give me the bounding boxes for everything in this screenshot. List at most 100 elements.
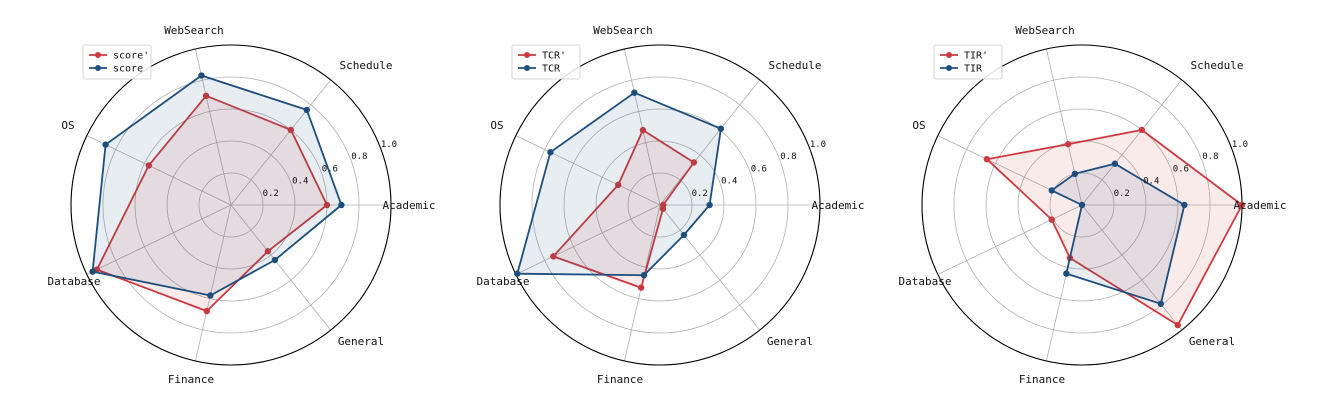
grid-spoke (1046, 48, 1083, 206)
grid-spoke (230, 79, 332, 206)
series-area (552, 129, 695, 289)
legend-marker (95, 65, 101, 71)
category-label: Schedule (340, 59, 393, 72)
data-point (690, 159, 698, 166)
legend-marker (524, 52, 530, 58)
series-area (1050, 162, 1186, 305)
category-label: Academic (812, 199, 865, 212)
category-label: WebSearch (593, 24, 653, 37)
grid-spoke (86, 135, 232, 206)
category-label: Academic (383, 199, 436, 212)
radar-chart-2: 0.2 0.4 0.6 0.8 1.0 Academic Schedule WebSearch… (477, 24, 865, 386)
data-point (631, 89, 638, 96)
category-label: Finance (168, 373, 214, 386)
grid-spoke (86, 204, 232, 275)
data-point (303, 106, 311, 114)
grid-spoke (195, 204, 232, 362)
category-label: Academic (1234, 199, 1287, 212)
radial-tick-label: 0.2 (263, 189, 279, 199)
category-label: General (767, 335, 813, 348)
grid-spoke (1081, 204, 1183, 331)
series-area (91, 74, 343, 297)
legend: TCR' TCR (511, 44, 581, 80)
radial-tick-label: 0.4 (292, 177, 308, 187)
radial-tick-label: 0.4 (1143, 177, 1159, 187)
legend-label: TCR' (542, 51, 566, 62)
radial-tick-label: 0.2 (1114, 189, 1130, 199)
radial-tick-label: 0.8 (1202, 152, 1218, 162)
radar-frame (499, 44, 821, 366)
data-point (89, 268, 96, 275)
data-point (287, 126, 295, 134)
category-label: General (1189, 335, 1235, 348)
data-point (145, 162, 153, 169)
legend-label: TCR (542, 64, 561, 75)
radial-tick-label: 1.0 (1232, 140, 1248, 150)
data-point (203, 307, 210, 315)
radar-frame (70, 44, 392, 366)
legend-label: TIR' (964, 51, 988, 62)
legend-label: score (113, 64, 143, 75)
data-point (659, 205, 667, 212)
category-label: Database (477, 275, 530, 288)
category-label: WebSearch (1015, 24, 1075, 37)
legend-marker (946, 52, 952, 58)
data-point (639, 126, 647, 134)
data-point (1071, 170, 1079, 178)
data-point (1078, 201, 1086, 209)
category-label: OS (490, 119, 503, 132)
data-point (1181, 201, 1188, 209)
series-area (516, 91, 722, 277)
category-label: Finance (1019, 373, 1065, 386)
radial-tick-label: 0.6 (751, 164, 767, 174)
data-point (680, 231, 688, 239)
grid-spoke (1081, 79, 1183, 206)
data-point (983, 155, 991, 163)
series-area (96, 94, 328, 313)
data-point (102, 141, 109, 148)
category-label: OS (61, 119, 74, 132)
radial-tick-label: 0.8 (780, 152, 796, 162)
data-point (640, 271, 648, 279)
category-label: Database (48, 275, 101, 288)
data-point (1111, 160, 1119, 167)
data-point (1048, 216, 1055, 223)
data-point (547, 149, 554, 156)
category-label: Schedule (769, 59, 822, 72)
data-point (1048, 187, 1055, 194)
legend-marker (946, 65, 952, 71)
radial-tick-label: 0.6 (322, 164, 338, 174)
radial-tick-label: 0.4 (721, 177, 737, 187)
data-point (207, 292, 214, 299)
radial-tick-label: 0.2 (692, 189, 708, 199)
data-point (717, 125, 725, 132)
grid-spoke (230, 204, 332, 331)
data-point (614, 181, 622, 189)
data-point (202, 92, 210, 100)
grid-spoke (659, 204, 761, 331)
grid-spoke (937, 204, 1083, 275)
radial-tick-label: 1.0 (381, 140, 397, 150)
category-label: OS (912, 119, 925, 132)
radial-tick-label: 1.0 (810, 140, 826, 150)
category-label: WebSearch (164, 24, 224, 37)
data-point (1138, 126, 1146, 134)
category-label: General (338, 335, 384, 348)
grid-spoke (659, 79, 761, 206)
data-point (637, 284, 645, 291)
category-label: Database (899, 275, 952, 288)
grid-spoke (515, 204, 661, 275)
category-label: Schedule (1191, 59, 1244, 72)
data-point (338, 201, 345, 209)
data-point (1157, 300, 1165, 308)
radial-tick-label: 0.8 (351, 152, 367, 162)
grid-spoke (515, 135, 661, 206)
radar-chart-1: 0.2 0.4 0.6 0.8 1.0 Academic Schedule WebSearch… (48, 24, 436, 386)
legend: TIR' TIR (933, 44, 1003, 80)
category-label: Finance (597, 373, 643, 386)
data-point (1063, 270, 1070, 277)
data-point (550, 253, 557, 260)
data-point (706, 201, 713, 209)
legend-label: score' (113, 51, 149, 62)
